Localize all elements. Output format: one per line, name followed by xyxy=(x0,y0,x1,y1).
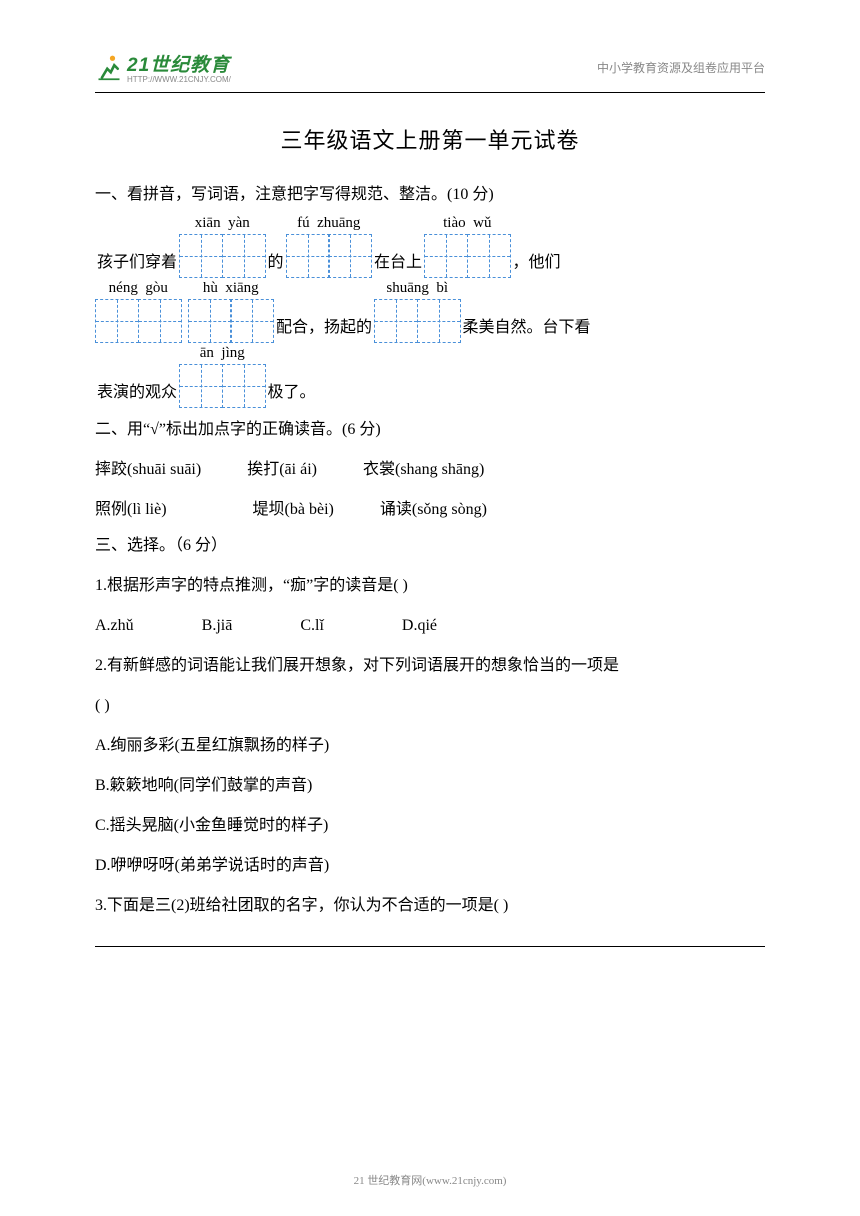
logo: 21世纪教育 HTTP://WWW.21CNJY.COM/ xyxy=(95,50,231,84)
pinyin-block: xiān yàn xyxy=(179,215,266,278)
header-right-text: 中小学教育资源及组卷应用平台 xyxy=(597,59,765,76)
option-d[interactable]: D.咿咿呀呀(弟弟学说话时的声音) xyxy=(95,846,765,886)
question-2-paren: ( ) xyxy=(95,686,765,726)
option-c[interactable]: C.摇头晃脑(小金鱼睡觉时的样子) xyxy=(95,806,765,846)
pronunciation-item[interactable]: 挨打(āi ái) xyxy=(247,461,317,478)
pronunciation-item[interactable]: 诵读(sǒng sòng) xyxy=(380,501,487,518)
pinyin-block: ān jìng xyxy=(179,345,266,408)
pinyin-block: néng gòu xyxy=(95,280,182,343)
option-d[interactable]: D.qié xyxy=(402,617,437,634)
option-c[interactable]: C.lǐ xyxy=(300,617,324,634)
logo-sub-text: HTTP://WWW.21CNJY.COM/ xyxy=(127,75,231,84)
pinyin-row-2: néng gòu hù xiāng 配合，扬起的 shuāng bì 柔美自然。… xyxy=(95,280,765,343)
pinyin-label: tiào wǔ xyxy=(443,215,491,232)
option-b[interactable]: B.簌簌地响(同学们鼓掌的声音) xyxy=(95,766,765,806)
footer-divider xyxy=(95,946,765,947)
tian-grid[interactable] xyxy=(188,299,275,343)
section-3-heading: 三、选择。（6 分） xyxy=(95,530,765,562)
text-segment: 孩子们穿着 xyxy=(95,248,179,278)
tian-grid[interactable] xyxy=(374,299,461,343)
question-1-options: A.zhǔ B.jiā C.lǐ D.qié xyxy=(95,606,765,646)
pinyin-block: hù xiāng xyxy=(188,280,275,343)
pinyin-block: fú zhuāng xyxy=(286,215,373,278)
pronunciation-item[interactable]: 堤坝(bà bèi) xyxy=(253,501,334,518)
text-segment: 配合，扬起的 xyxy=(274,313,374,343)
logo-main-text: 21世纪教育 xyxy=(127,50,231,77)
header-divider xyxy=(95,92,765,93)
section-1-heading: 一、看拼音，写词语，注意把字写得规范、整洁。(10 分) xyxy=(95,179,765,211)
runner-icon xyxy=(95,53,123,81)
pronunciation-item[interactable]: 摔跤(shuāi suāi) xyxy=(95,461,201,478)
logo-text: 21世纪教育 HTTP://WWW.21CNJY.COM/ xyxy=(127,50,231,84)
question-3-stem: 3.下面是三(2)班给社团取的名字，你认为不合适的一项是( ) xyxy=(95,886,765,926)
pronunciation-item[interactable]: 照例(lì liè) xyxy=(95,501,167,518)
page-header: 21世纪教育 HTTP://WWW.21CNJY.COM/ 中小学教育资源及组卷… xyxy=(95,50,765,84)
pinyin-label: ān jìng xyxy=(200,345,245,362)
text-segment: 的 xyxy=(266,248,286,278)
question-1-stem: 1.根据形声字的特点推测，“痂”字的读音是( ) xyxy=(95,566,765,606)
text-segment: ，他们 xyxy=(511,248,563,278)
section-2-row-1: 摔跤(shuāi suāi) 挨打(āi ái) 衣裳(shang shāng) xyxy=(95,450,765,490)
section-2-heading: 二、用“√”标出加点字的正确读音。(6 分) xyxy=(95,414,765,446)
tian-grid[interactable] xyxy=(424,234,511,278)
page-footer: 21 世纪教育网(www.21cnjy.com) xyxy=(0,1172,860,1188)
text-segment: 表演的观众 xyxy=(95,378,179,408)
text-segment: 柔美自然。台下看 xyxy=(461,313,593,343)
pinyin-row-1: 孩子们穿着 xiān yàn 的 fú zhuāng 在台上 tiào wǔ ，… xyxy=(95,215,765,278)
pinyin-exercise: 孩子们穿着 xiān yàn 的 fú zhuāng 在台上 tiào wǔ ，… xyxy=(95,215,765,408)
pinyin-label: néng gòu xyxy=(109,280,168,297)
tian-grid[interactable] xyxy=(179,364,266,408)
exam-title: 三年级语文上册第一单元试卷 xyxy=(95,123,765,155)
option-a[interactable]: A.绚丽多彩(五星红旗飘扬的样子) xyxy=(95,726,765,766)
tian-grid[interactable] xyxy=(95,299,182,343)
text-segment: 极了。 xyxy=(266,378,318,408)
page: 21世纪教育 HTTP://WWW.21CNJY.COM/ 中小学教育资源及组卷… xyxy=(0,0,860,987)
section-2-row-2: 照例(lì liè) 堤坝(bà bèi) 诵读(sǒng sòng) xyxy=(95,490,765,530)
pinyin-block: shuāng bì xyxy=(374,280,461,343)
pinyin-block: tiào wǔ xyxy=(424,215,511,278)
option-b[interactable]: B.jiā xyxy=(202,617,233,634)
tian-grid[interactable] xyxy=(179,234,266,278)
tian-grid[interactable] xyxy=(286,234,373,278)
pinyin-label: xiān yàn xyxy=(195,215,250,232)
pinyin-label: fú zhuāng xyxy=(297,215,360,232)
pinyin-label: shuāng bì xyxy=(386,280,448,297)
text-segment: 在台上 xyxy=(372,248,424,278)
pinyin-row-3: 表演的观众 ān jìng 极了。 xyxy=(95,345,765,408)
question-2-stem: 2.有新鲜感的词语能让我们展开想象，对下列词语展开的想象恰当的一项是 xyxy=(95,646,765,686)
pinyin-label: hù xiāng xyxy=(203,280,259,297)
option-a[interactable]: A.zhǔ xyxy=(95,617,134,634)
pronunciation-item[interactable]: 衣裳(shang shāng) xyxy=(363,461,484,478)
